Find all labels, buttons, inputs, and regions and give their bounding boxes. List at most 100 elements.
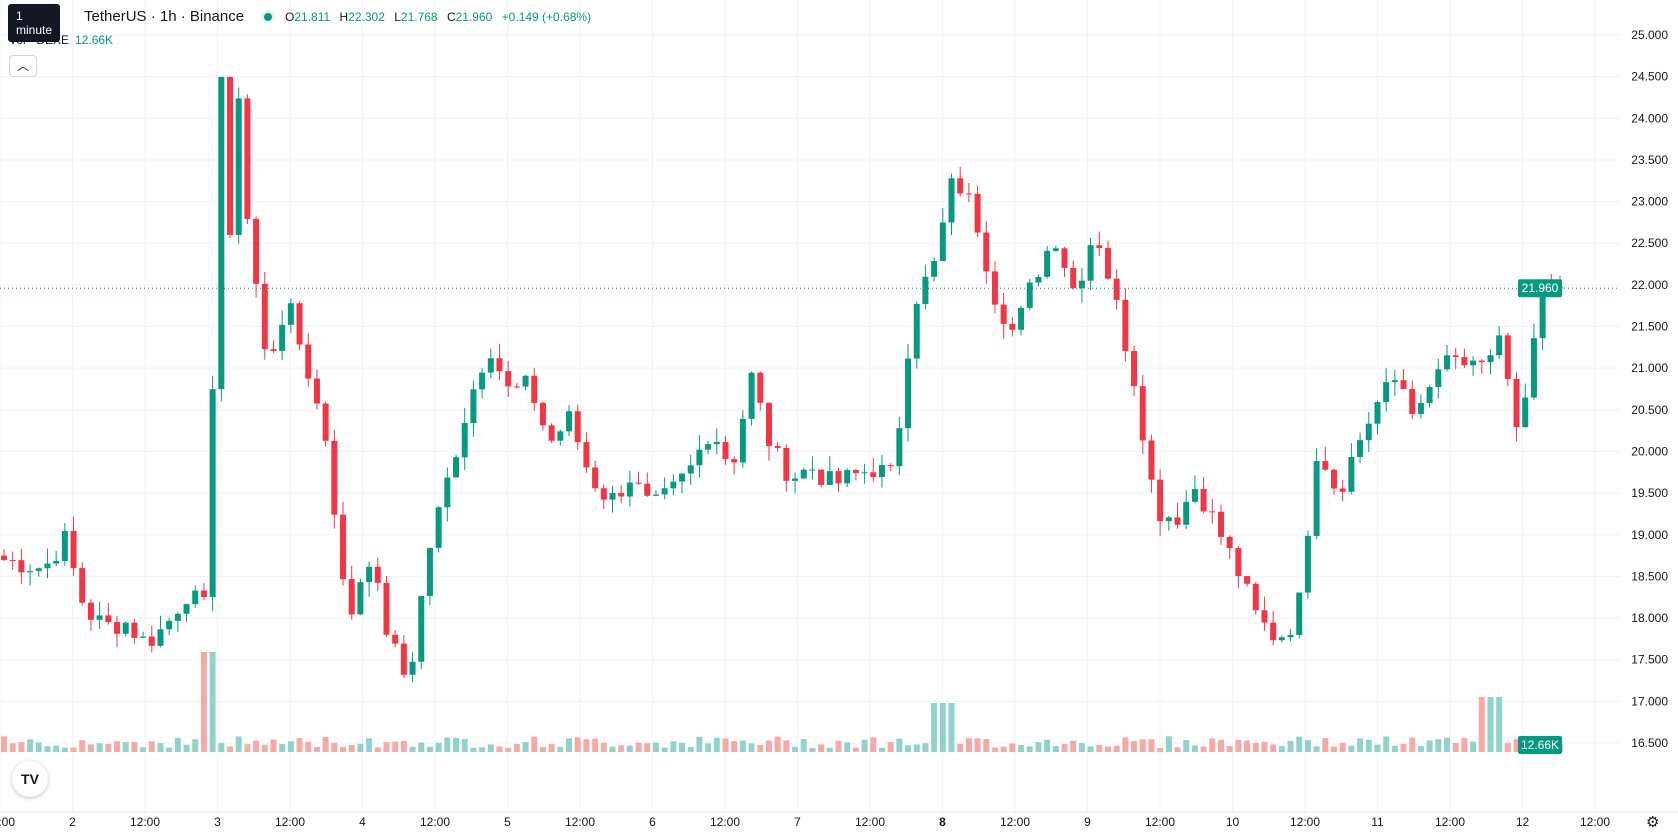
volume-bar bbox=[957, 743, 964, 752]
candle-body bbox=[1244, 576, 1251, 584]
candle-body bbox=[557, 431, 564, 441]
candle-body bbox=[1200, 489, 1207, 512]
candle-body bbox=[1504, 335, 1511, 379]
y-tick-label: 19.500 bbox=[1631, 486, 1668, 500]
candle-body bbox=[487, 358, 494, 373]
volume-bar bbox=[322, 736, 329, 752]
y-tick-label: 23.000 bbox=[1631, 195, 1668, 209]
volume-bar bbox=[913, 744, 920, 752]
volume-bar bbox=[79, 740, 86, 752]
candle-body bbox=[1052, 248, 1059, 251]
candle-body bbox=[192, 590, 199, 605]
candle-body bbox=[905, 358, 912, 429]
candle-body bbox=[1452, 355, 1459, 358]
volume-bar bbox=[9, 743, 16, 752]
volume-bar bbox=[218, 743, 225, 752]
volume-bar bbox=[1122, 737, 1129, 752]
volume-bar bbox=[1104, 746, 1111, 752]
candle-body bbox=[635, 482, 642, 484]
candle-body bbox=[1296, 592, 1303, 635]
volume-bar bbox=[652, 742, 659, 752]
volume-bar bbox=[531, 736, 538, 752]
volume-bar bbox=[774, 736, 781, 752]
candle-body bbox=[409, 661, 416, 675]
volume-bar bbox=[157, 743, 164, 752]
volume-bar bbox=[1357, 738, 1364, 752]
volume-bar bbox=[861, 739, 868, 752]
candle-body bbox=[991, 271, 998, 305]
chevron-up-icon[interactable]: ︿ bbox=[9, 55, 37, 77]
candle-body bbox=[1496, 335, 1503, 356]
candle-body bbox=[739, 418, 746, 463]
candle-body bbox=[235, 98, 242, 235]
volume-bar bbox=[800, 739, 807, 752]
volume-bar bbox=[939, 703, 946, 752]
volume-bar bbox=[835, 740, 842, 752]
volume-bar bbox=[114, 741, 121, 752]
x-tick-label: 12:00 bbox=[565, 815, 595, 829]
candle-body bbox=[1217, 511, 1224, 537]
candle-body bbox=[35, 568, 42, 572]
volume-bar bbox=[400, 740, 407, 752]
volume-bar bbox=[1391, 745, 1398, 752]
volume-bar bbox=[696, 736, 703, 752]
candle-body bbox=[470, 389, 477, 424]
volume-bar bbox=[1296, 736, 1303, 752]
candle-body bbox=[1339, 488, 1346, 492]
volume-bar bbox=[1513, 739, 1520, 752]
candle-body bbox=[122, 622, 129, 634]
volume-bar bbox=[1035, 742, 1042, 752]
candle-body bbox=[1009, 323, 1016, 330]
candle-body bbox=[183, 604, 190, 614]
candle-body bbox=[870, 472, 877, 478]
volume-bar bbox=[461, 738, 468, 752]
candle-body bbox=[418, 595, 425, 662]
candle-body bbox=[931, 261, 938, 277]
candle-body bbox=[174, 613, 181, 621]
candle-body bbox=[887, 465, 894, 467]
volume-bar bbox=[487, 744, 494, 752]
candle-body bbox=[218, 77, 225, 390]
candle-body bbox=[818, 469, 825, 485]
candle-body bbox=[18, 560, 25, 573]
candle-body bbox=[539, 402, 546, 426]
candle-body bbox=[583, 442, 590, 468]
candle-body bbox=[53, 560, 60, 564]
volume-bar bbox=[409, 746, 416, 752]
volume-bar bbox=[470, 747, 477, 752]
candle-body bbox=[1487, 355, 1494, 363]
candle-body bbox=[878, 465, 885, 478]
candle-body bbox=[652, 494, 659, 496]
volume-bar bbox=[887, 741, 894, 752]
volume-bar bbox=[392, 741, 399, 752]
candle-body bbox=[435, 507, 442, 548]
x-tick-label: 8 bbox=[939, 815, 946, 829]
symbol-title[interactable]: TetherUS · 1h · Binance bbox=[84, 8, 245, 25]
y-tick-label: 17.000 bbox=[1631, 694, 1668, 708]
candle-body bbox=[1261, 610, 1268, 623]
tradingview-logo-icon[interactable]: TV bbox=[12, 761, 48, 797]
gear-icon[interactable]: ⚙ bbox=[1646, 814, 1660, 831]
volume-bar bbox=[539, 747, 546, 752]
volume-bar bbox=[1496, 697, 1503, 752]
candle-body bbox=[392, 634, 399, 644]
volume-bar bbox=[1470, 741, 1477, 752]
volume-bar bbox=[1435, 739, 1442, 752]
market-status-icon[interactable] bbox=[261, 10, 275, 24]
volume-bar bbox=[870, 737, 877, 752]
volume-bar bbox=[1504, 743, 1511, 752]
x-tick-label: 12:00 bbox=[1145, 815, 1175, 829]
volume-bar bbox=[1009, 743, 1016, 752]
candle-body bbox=[679, 473, 686, 482]
volume-bar bbox=[357, 743, 364, 752]
volume-bar bbox=[374, 747, 381, 752]
volume-bar bbox=[35, 742, 42, 752]
volume-bar bbox=[1226, 746, 1233, 752]
volume-bar bbox=[1139, 739, 1146, 752]
candle-body bbox=[200, 590, 207, 598]
candle-body bbox=[861, 472, 868, 474]
volume-bar bbox=[331, 742, 338, 752]
volume-bar bbox=[87, 744, 94, 752]
y-tick-label: 19.000 bbox=[1631, 528, 1668, 542]
